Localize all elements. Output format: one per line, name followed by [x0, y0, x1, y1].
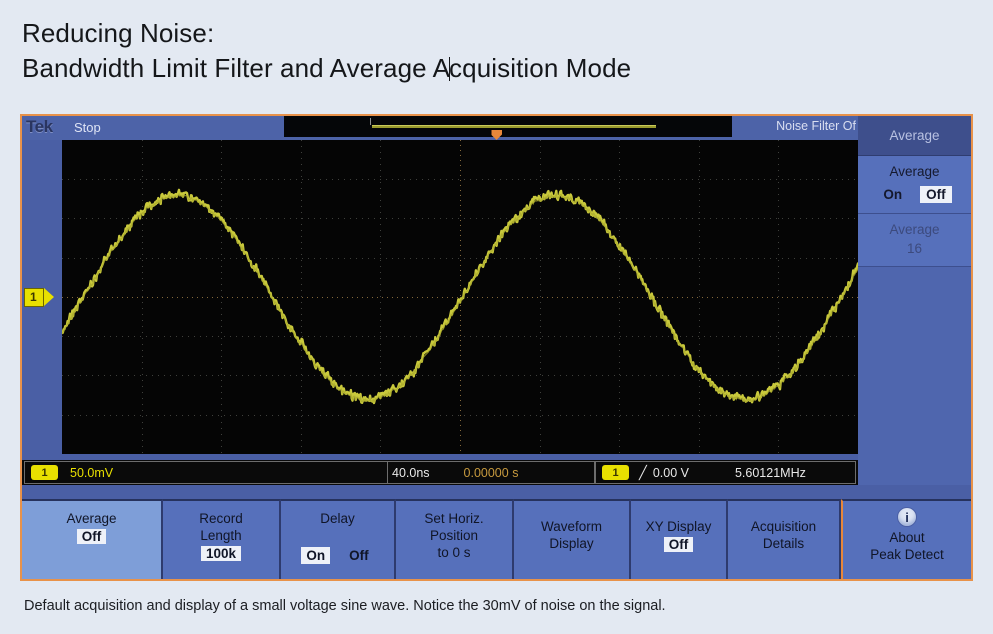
menu-button-delay-on[interactable]: On [301, 547, 331, 564]
scope-status-bar: Tek Stop Noise Filter Of [22, 116, 858, 140]
menu-button-acquisition-details-label-2: Details [762, 536, 805, 551]
page-title: Reducing Noise: Bandwidth Limit Filter a… [22, 16, 922, 86]
figure-caption: Default acquisition and display of a sma… [24, 598, 666, 614]
text-caret [449, 57, 451, 81]
run-state-label: Stop [74, 120, 101, 135]
menu-button-delay-off[interactable]: Off [349, 548, 369, 563]
trigger-level: 0.00 V [652, 465, 689, 480]
menu-button-xy-display[interactable]: XY Display Off [631, 499, 728, 579]
menu-button-record-length-label-2: Length [200, 528, 242, 543]
side-menu-average-count-value: 16 [906, 241, 923, 256]
menu-button-waveform-display[interactable]: Waveform Display [514, 499, 631, 579]
menu-button-acquisition-details[interactable]: Acquisition Details [728, 499, 841, 579]
menu-button-about-label-2: Peak Detect [870, 547, 944, 562]
menu-button-waveform-display-label-2: Display [549, 536, 594, 551]
channel-1-marker-tip-icon [44, 288, 54, 306]
menu-button-xy-display-label: XY Display [645, 519, 712, 534]
menu-button-acquisition-details-label-1: Acquisition [750, 519, 817, 534]
side-menu-item-average-toggle[interactable]: Average On Off [858, 156, 971, 214]
title-line-2: Bandwidth Limit Filter and Average Acqui… [22, 51, 922, 86]
tek-logo: Tek [26, 117, 53, 136]
overview-waveform [372, 125, 656, 128]
info-icon: i [897, 507, 917, 527]
menu-button-set-horiz-label-3: to 0 s [437, 545, 471, 560]
trigger-readout[interactable]: 1 ╱ 0.00 V 5.60121MHz [595, 461, 856, 484]
menu-button-waveform-display-label-1: Waveform [540, 519, 602, 534]
menu-button-average[interactable]: Average Off [22, 499, 163, 579]
trigger-source-badge: 1 [602, 465, 629, 480]
horizontal-position: 0.00000 s [463, 465, 519, 480]
menu-button-delay-label: Delay [320, 511, 355, 526]
bottom-menu-bar: Average Off Record Length 100k Delay On … [22, 499, 971, 579]
overview-trigger-tick [370, 118, 371, 125]
menu-button-average-value: Off [76, 529, 107, 544]
title-line-1: Reducing Noise: [22, 18, 215, 48]
menu-button-set-horiz-label-2: Position [429, 528, 479, 543]
menu-button-set-horiz-position[interactable]: Set Horiz. Position to 0 s [396, 499, 514, 579]
gridline-center-horizontal [62, 297, 858, 298]
side-menu-average-count-label: Average [889, 222, 940, 237]
menu-button-about-peak-detect[interactable]: i About Peak Detect [841, 499, 971, 579]
menu-button-delay[interactable]: Delay On Off [281, 499, 396, 579]
time-per-division: 40.0ns [392, 465, 430, 480]
menu-button-about-label-1: About [889, 530, 925, 545]
side-menu-average-off[interactable]: Off [920, 186, 952, 203]
trigger-slope-icon: ╱ [639, 464, 647, 480]
menu-button-record-length-label-1: Record [199, 511, 243, 526]
side-menu-average-label: Average [889, 164, 940, 179]
side-menu-average-on[interactable]: On [883, 187, 903, 202]
waveform-plot-area[interactable] [62, 140, 858, 454]
record-overview-strip [284, 116, 732, 137]
menu-button-record-length[interactable]: Record Length 100k [163, 499, 281, 579]
side-menu-item-average-count[interactable]: Average 16 [858, 214, 971, 267]
menu-button-average-label: Average [66, 511, 117, 526]
side-menu: Average Average On Off Average 16 [858, 116, 971, 485]
channel-1-readout[interactable]: 1 50.0mV [24, 461, 388, 484]
waveform-trace-ch1 [62, 188, 858, 405]
channel-1-ground-marker[interactable]: 1 [24, 288, 54, 307]
channel-1-marker-number: 1 [30, 290, 37, 304]
noise-filter-status: Noise Filter Of [776, 119, 856, 133]
menu-button-xy-display-value: Off [663, 537, 694, 552]
menu-button-record-length-value: 100k [200, 546, 242, 561]
title-line-2-part-b: cquisition Mode [449, 53, 632, 83]
menu-button-set-horiz-label-1: Set Horiz. [424, 511, 484, 526]
oscilloscope-screen: Tek Stop Noise Filter Of ● 1 [20, 114, 973, 581]
measurement-readout-bar: 1 50.0mV 40.0ns 0.00000 s 1 ╱ 0.00 V 5.6… [22, 460, 858, 485]
channel-1-marker-body [24, 288, 44, 307]
measured-frequency: 5.60121MHz [734, 465, 806, 480]
channel-1-vertical-scale: 50.0mV [70, 465, 114, 480]
title-line-2-part-a: Bandwidth Limit Filter and Average A [22, 53, 451, 83]
trigger-position-marker-icon[interactable] [491, 130, 502, 140]
side-menu-header: Average [858, 116, 971, 156]
channel-1-badge: 1 [31, 465, 58, 480]
horizontal-readout[interactable]: 40.0ns 0.00000 s [388, 461, 595, 484]
